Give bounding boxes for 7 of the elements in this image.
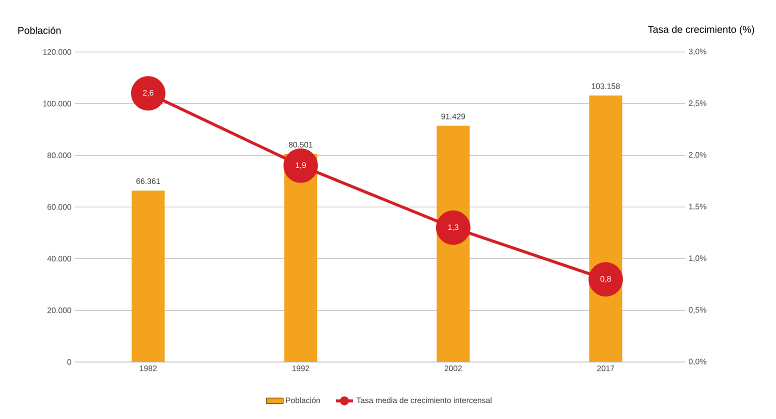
point [588,262,623,297]
bar [132,190,165,362]
point [131,76,166,111]
y2-axis-title: Tasa de crecimiento (%) [648,26,754,35]
point [284,148,318,183]
point [436,210,470,245]
y-axis-title: Población [18,26,61,34]
